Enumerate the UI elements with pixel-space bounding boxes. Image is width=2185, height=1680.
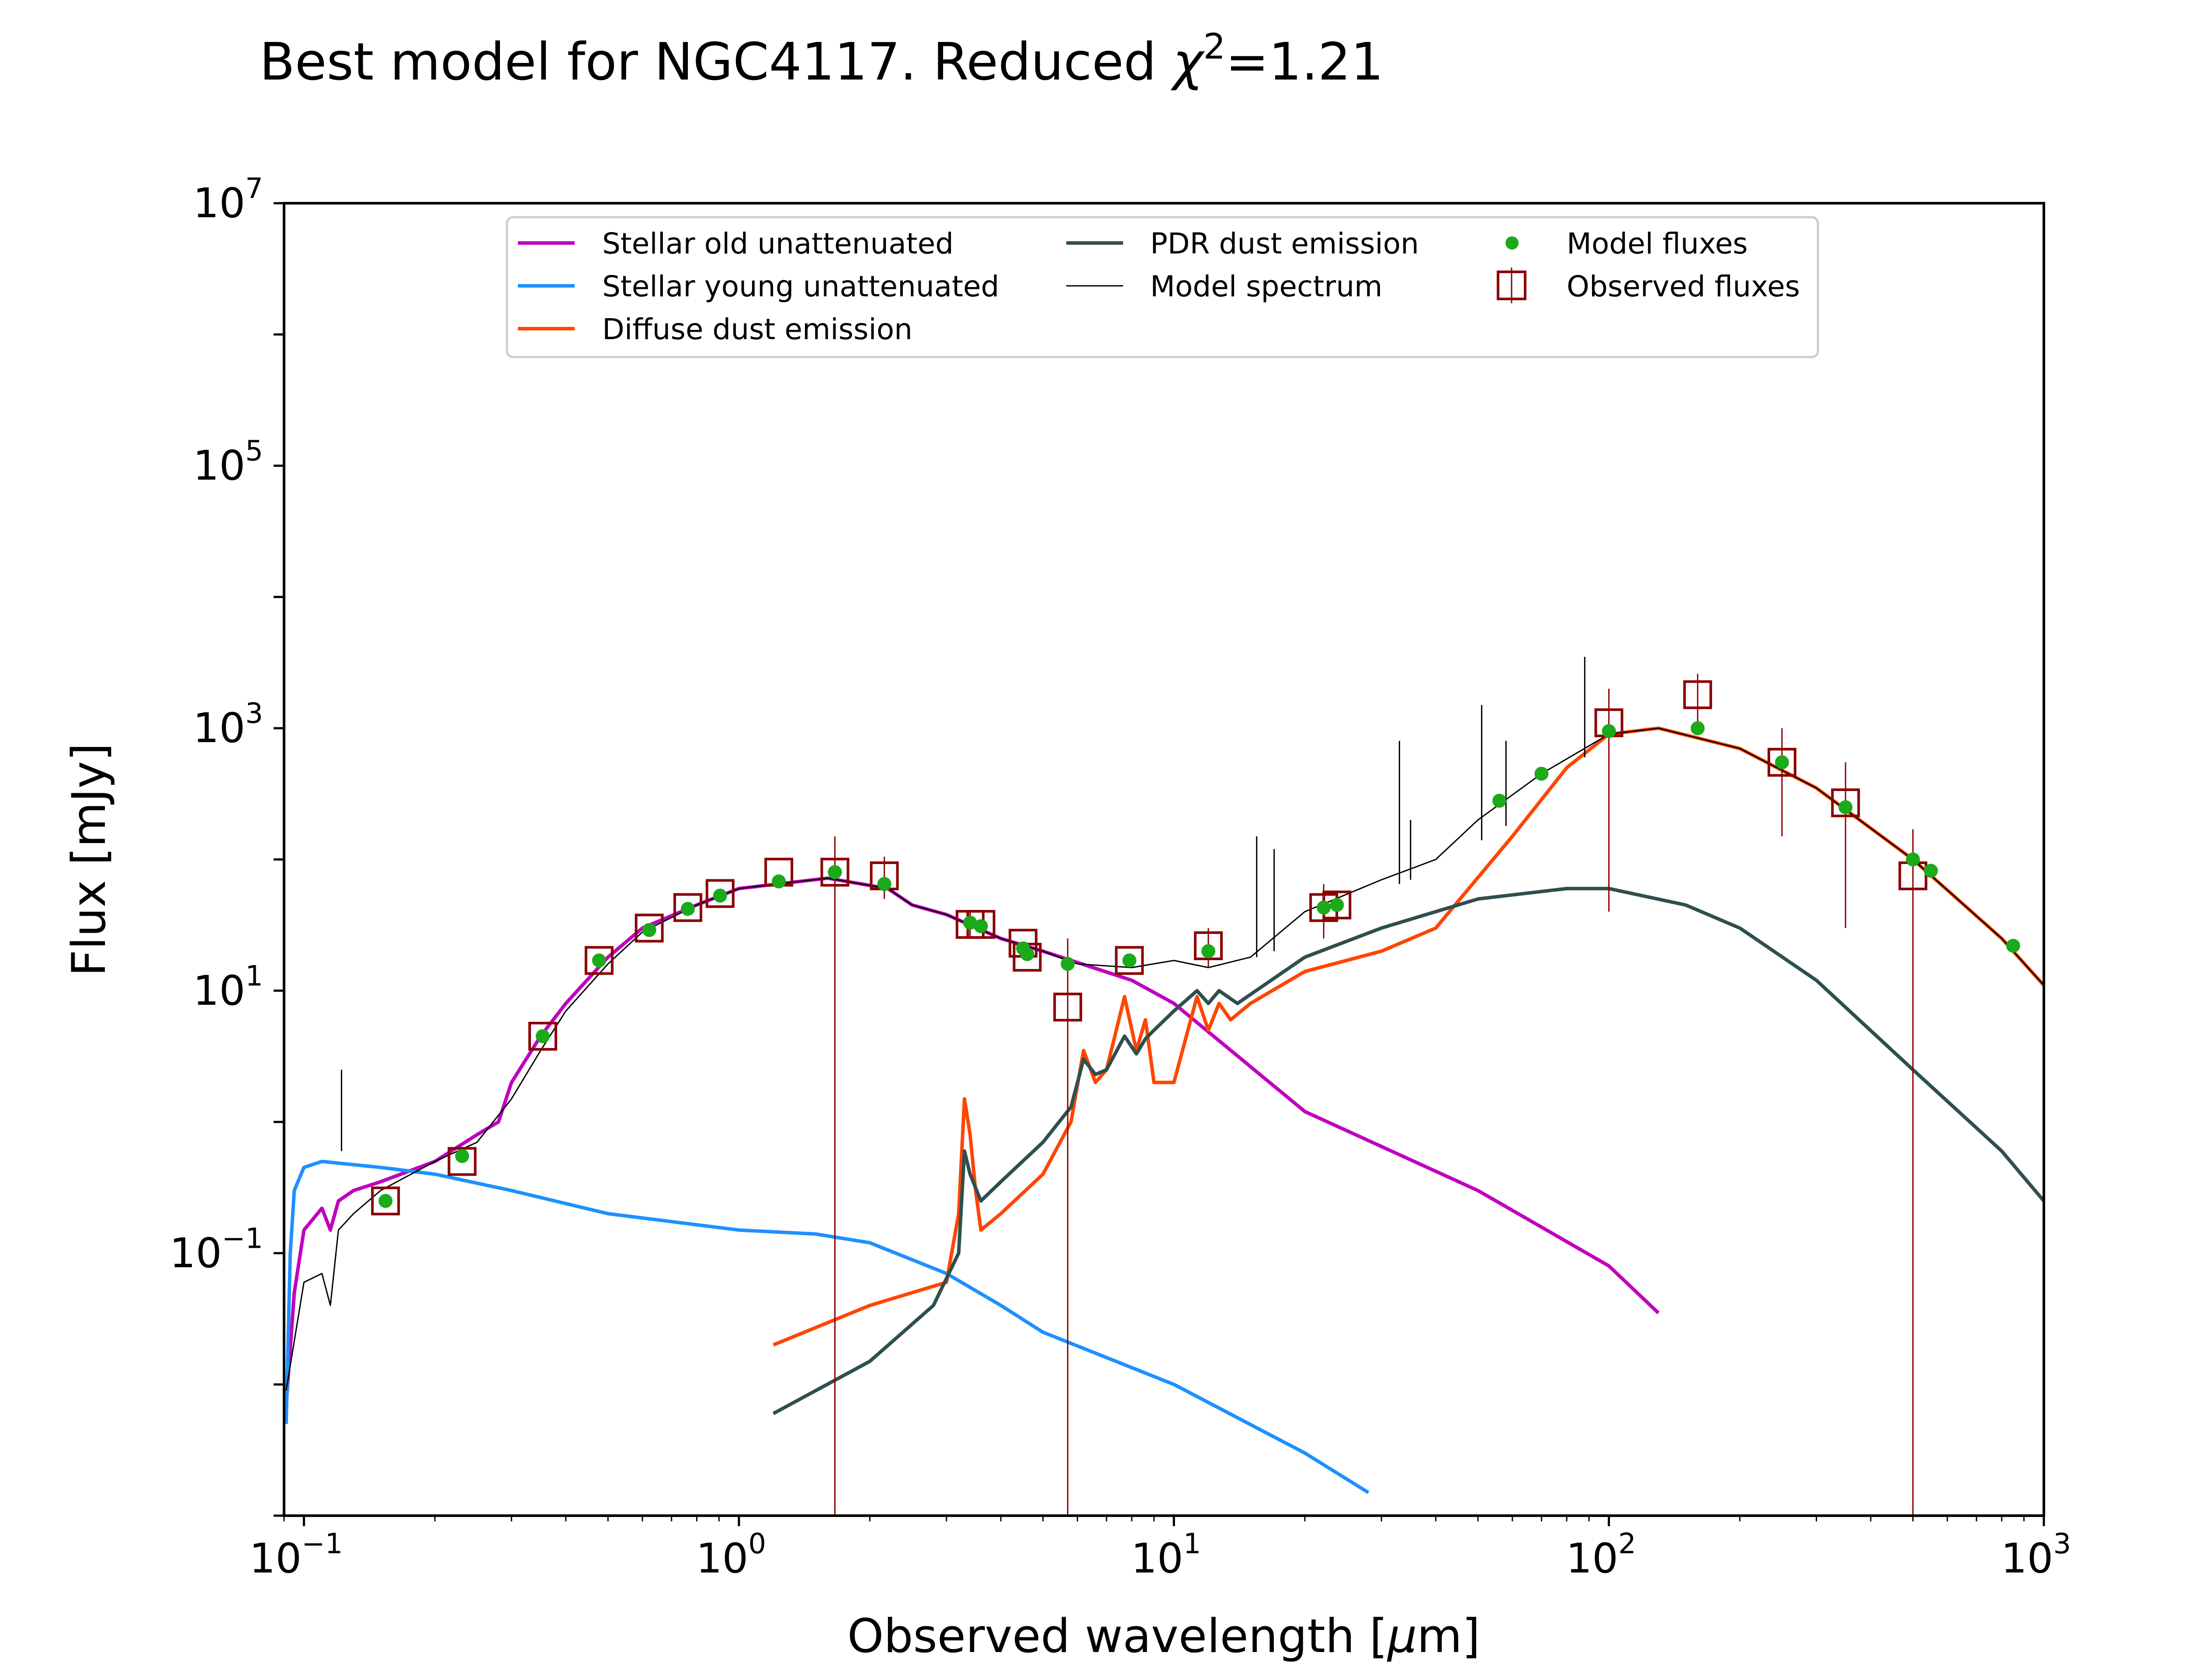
model-flux-point-8 [828,865,842,879]
series-line-diffuse-dust-emission [773,726,2044,1347]
model-flux-point-16 [1201,944,1216,958]
model-flux-point-17 [1317,900,1331,915]
series-line-stellar-young-unattenuated [284,1159,1370,1494]
observed-flux-marker-0 [371,1186,400,1215]
observed-flux-marker-4 [635,913,664,943]
observed-flux-marker-8 [820,857,850,887]
legend-entry-model-fluxes: Model fluxes [1505,227,1748,260]
legend-label-model-spectrum: Model spectrum [1150,270,1382,303]
model-flux-point-22 [1690,721,1705,736]
model-flux-point-21 [1602,724,1616,738]
marker-layer [371,673,2020,1516]
observed-flux-marker-6 [705,879,735,908]
model-flux-point-18 [1330,898,1344,912]
observed-flux-marker-22 [1831,788,1860,817]
model-flux-point-1 [455,1149,469,1163]
chart-title: Best model for NGC4117. Reduced χ2=1.21 [260,26,1384,92]
legend-entry-diffuse-dust: Diffuse dust emission [518,312,912,346]
model-flux-point-20 [1534,767,1549,781]
model-flux-point-5 [680,902,695,916]
model-flux-point-9 [877,877,891,891]
legend-label-diffuse-dust: Diffuse dust emission [602,312,912,346]
y-tick-label-1: 101 [193,960,263,1015]
observed-flux-marker-5 [673,893,702,922]
model-flux-point-24 [1838,800,1853,814]
legend: Stellar old unattenuated Stellar young u… [506,216,1819,358]
model-flux-point-3 [592,953,606,968]
observed-flux-marker-3 [584,946,614,975]
plot-frame [283,202,2045,1517]
model-flux-point-13 [1020,947,1034,961]
legend-label-stellar-young: Stellar young unattenuated [602,270,999,303]
model-flux-point-4 [642,923,656,937]
x-axis: 10−1 100 101 102 103 [250,1516,2071,1583]
legend-entry-pdr-dust: PDR dust emission [1066,227,1419,260]
legend-label-observed-fluxes: Observed fluxes [1567,270,1800,303]
model-flux-point-15 [1122,953,1137,968]
legend-entry-model-spectrum: Model spectrum [1066,270,1382,303]
series-line-model-spectrum [285,727,2044,1391]
model-flux-point-23 [1775,755,1789,770]
x-axis-label: Observed wavelength [μm] [847,1609,1480,1663]
model-flux-point-2 [536,1029,550,1043]
observed-flux-marker-1 [447,1147,477,1176]
model-flux-point-27 [2006,938,2020,953]
legend-entry-stellar-old: Stellar old unattenuated [518,227,954,260]
series-line-pdr-dust-emission [772,887,2044,1415]
observed-flux-marker-14 [1053,993,1082,1022]
x-tick-label-0: 10−1 [250,1528,343,1583]
model-flux-point-10 [963,916,977,930]
observed-flux-marker-2 [528,1021,558,1051]
model-flux-point-14 [1061,957,1075,971]
legend-entry-observed-fluxes: Observed fluxes [1497,267,1800,303]
model-flux-point-0 [378,1194,393,1208]
legend-swatch-model-fluxes [1505,236,1519,250]
model-flux-point-25 [1906,852,1920,867]
observed-flux-marker-16 [1194,931,1223,960]
x-tick-label-3: 102 [1566,1528,1636,1583]
model-flux-point-7 [772,874,786,889]
y-tick-label-3: 105 [193,435,263,490]
y-axis-label: Flux [mJy] [62,743,116,976]
series-layer [284,656,2044,1494]
model-flux-point-6 [713,889,727,903]
series-line-stellar-old-unattenuated [284,876,1660,1405]
y-tick-label-0: 10−1 [170,1222,263,1277]
observed-flux-marker-15 [1115,946,1144,975]
model-flux-point-19 [1492,794,1506,808]
y-tick-label-4: 107 [193,173,263,227]
x-tick-label-2: 101 [1131,1528,1201,1583]
legend-label-stellar-old: Stellar old unattenuated [602,227,954,260]
model-flux-point-26 [1924,864,1938,878]
legend-label-model-fluxes: Model fluxes [1567,227,1748,260]
observed-flux-marker-21 [1767,748,1797,777]
y-axis: 10−1 101 103 105 107 [170,173,284,1517]
model-flux-point-11 [974,919,988,934]
y-tick-label-2: 103 [193,698,263,752]
observed-flux-marker-20 [1683,680,1712,709]
legend-box [506,216,1819,358]
x-tick-label-4: 103 [2001,1528,2071,1583]
x-tick-label-1: 100 [696,1528,766,1583]
legend-label-pdr-dust: PDR dust emission [1150,227,1419,260]
legend-entry-stellar-young: Stellar young unattenuated [518,270,999,303]
